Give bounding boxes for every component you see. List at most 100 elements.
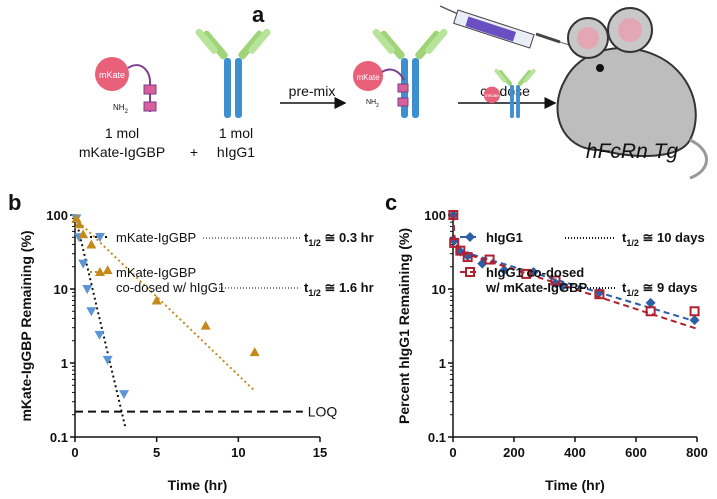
half-life-sub: 1/2 bbox=[308, 288, 321, 298]
half-life-value: ≅ 1.6 hr bbox=[321, 280, 374, 295]
half-life-value: ≅ 9 days bbox=[639, 280, 698, 295]
marker bbox=[550, 278, 561, 289]
mkate-tag: mKate bbox=[356, 73, 380, 82]
fit-line bbox=[74, 217, 256, 392]
marker bbox=[689, 315, 700, 326]
nh: NH bbox=[366, 99, 376, 106]
molecule-name: mKate-IgGBP bbox=[79, 144, 165, 160]
x-tick-label: 10 bbox=[231, 445, 245, 460]
half-life: t1/2 ≅ 1.6 hr bbox=[304, 280, 374, 298]
half-life: t1/2 ≅ 9 days bbox=[622, 280, 697, 298]
legend-label: mKate-IgGBP bbox=[116, 265, 196, 280]
fit-line bbox=[452, 214, 698, 330]
marker bbox=[448, 210, 459, 220]
legend-marker bbox=[95, 233, 105, 242]
marker bbox=[102, 355, 113, 365]
nh2: NH2 bbox=[366, 99, 379, 109]
linker bbox=[381, 68, 405, 81]
marker bbox=[78, 229, 89, 239]
legend-marker bbox=[95, 267, 105, 276]
half-life-t: t bbox=[304, 230, 309, 245]
antibody bbox=[194, 27, 272, 119]
linker bbox=[127, 64, 151, 112]
y-tick-label: 1 bbox=[61, 356, 68, 371]
half-life-value: ≅ 10 days bbox=[639, 230, 705, 245]
marker bbox=[462, 252, 473, 263]
half-life: t1/2 ≅ 0.3 hr bbox=[304, 230, 374, 248]
iggbp-domain bbox=[143, 84, 157, 95]
legend-label: co-dosed w/ hIgG1 bbox=[116, 280, 225, 295]
mkate-tag: mKate bbox=[99, 70, 125, 80]
step-label: pre-mix bbox=[289, 83, 336, 99]
panel-a: a mKate NH2 1 mol mKate-IgGBP + 1 mol hI… bbox=[79, 2, 708, 180]
nh2: NH2 bbox=[113, 103, 129, 115]
marker bbox=[102, 265, 113, 275]
legend-label: w/ mKate-IgGBP bbox=[485, 280, 587, 295]
marker bbox=[151, 295, 162, 305]
mkate-protein bbox=[95, 57, 129, 91]
x-tick-label: 400 bbox=[564, 445, 586, 460]
legend-label: hIgG1 co-dosed bbox=[486, 265, 584, 280]
y-tick-label: 0.1 bbox=[50, 430, 68, 445]
marker bbox=[94, 330, 105, 340]
marker bbox=[449, 237, 460, 248]
chart-panel: b 0.1 1 10 100 0 5 10 15 Time (hr) mKate-IgGBP Rem… bbox=[8, 190, 374, 493]
panel-label: b bbox=[8, 190, 21, 215]
marker bbox=[86, 239, 97, 249]
marker bbox=[82, 285, 93, 294]
legend-marker bbox=[465, 267, 475, 277]
half-life-t: t bbox=[622, 280, 627, 295]
legend-label: hIgG1 bbox=[486, 230, 523, 245]
marker bbox=[86, 307, 97, 317]
subscript: 2 bbox=[376, 103, 379, 109]
marker bbox=[550, 275, 561, 286]
half-life-sub: 1/2 bbox=[626, 238, 639, 248]
iggbp-domain bbox=[397, 83, 409, 93]
mkate-tag: mKate bbox=[485, 93, 500, 99]
x-tick-label: 5 bbox=[153, 445, 160, 460]
molecule-name: hIgG1 bbox=[217, 144, 255, 160]
panel-label: a bbox=[252, 2, 265, 27]
marker bbox=[78, 259, 89, 269]
x-tick-label: 800 bbox=[686, 445, 708, 460]
half-life-sub: 1/2 bbox=[308, 238, 321, 248]
legend-marker bbox=[465, 232, 475, 242]
y-axis-label: Percent hIgG1 Remaining (%) bbox=[396, 228, 412, 424]
half-life-t: t bbox=[622, 230, 627, 245]
y-axis-label: mKate-IgGBP Remaining (%) bbox=[18, 230, 34, 421]
marker bbox=[119, 390, 129, 400]
y-tick-label: 1 bbox=[439, 356, 446, 371]
amount: 1 mol bbox=[219, 125, 253, 141]
syringe bbox=[439, 5, 591, 53]
marker bbox=[455, 245, 466, 256]
mouse-label: hFcRn Tg bbox=[586, 140, 679, 163]
x-axis-label: Time (hr) bbox=[545, 477, 605, 493]
marker bbox=[249, 347, 260, 357]
x-tick-label: 0 bbox=[71, 445, 78, 460]
iggbp-domain bbox=[397, 97, 409, 107]
x-tick-label: 15 bbox=[313, 445, 327, 460]
x-tick-label: 0 bbox=[449, 445, 456, 460]
y-tick-label: 10 bbox=[432, 282, 446, 297]
half-life-value: ≅ 0.3 hr bbox=[321, 230, 374, 245]
marker bbox=[645, 306, 656, 317]
nh: NH bbox=[113, 103, 125, 112]
half-life-sub: 1/2 bbox=[626, 288, 639, 298]
marker bbox=[499, 265, 510, 276]
mouse: hFcRn Tg bbox=[556, 7, 708, 180]
marker bbox=[521, 268, 532, 279]
chart-panel: c 0.1 1 10 100 0 200 400 600 800 Time (hr) Percent … bbox=[385, 190, 708, 493]
y-tick-label: 10 bbox=[54, 282, 68, 297]
y-tick-label: 0.1 bbox=[428, 430, 446, 445]
half-life-t: t bbox=[304, 280, 309, 295]
mkate-protein bbox=[483, 86, 501, 104]
marker bbox=[689, 306, 700, 317]
panel-label: c bbox=[385, 190, 397, 215]
mkate-protein bbox=[353, 61, 383, 91]
marker bbox=[594, 289, 605, 300]
marker bbox=[200, 320, 211, 330]
amount: 1 mol bbox=[105, 125, 139, 141]
y-tick-label: 100 bbox=[46, 208, 68, 223]
antibody bbox=[371, 27, 449, 119]
marker bbox=[484, 254, 495, 265]
